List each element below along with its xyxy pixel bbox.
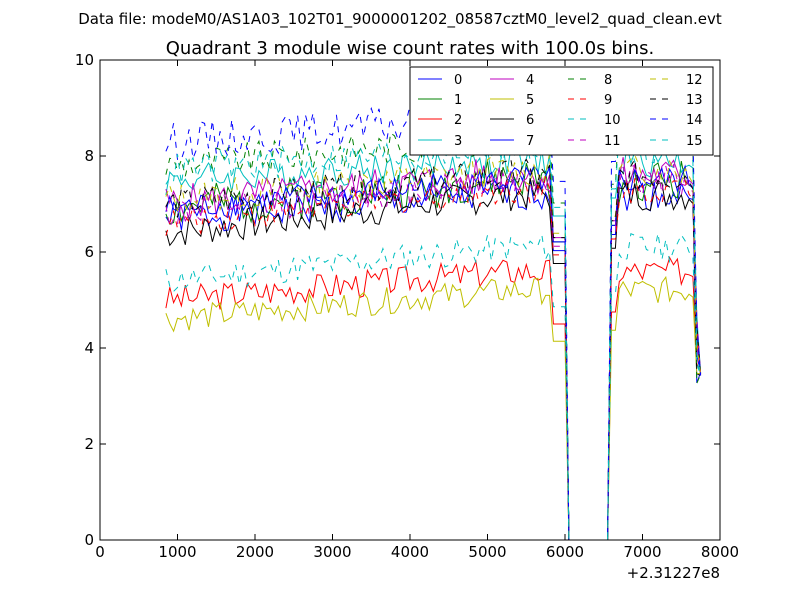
series-line-11 — [165, 164, 702, 540]
legend-label-4: 4 — [526, 73, 534, 88]
legend-label-8: 8 — [604, 73, 612, 88]
y-tick-label: 0 — [84, 531, 94, 549]
legend-label-6: 6 — [526, 113, 534, 128]
legend-label-1: 1 — [454, 93, 462, 108]
series-line-10 — [165, 232, 702, 540]
series-line-14 — [165, 96, 702, 540]
series-line-0 — [165, 176, 702, 540]
x-tick-label: 1000 — [158, 543, 196, 561]
series-layer — [165, 96, 702, 540]
x-tick-label: 3000 — [313, 543, 351, 561]
legend-label-9: 9 — [604, 93, 612, 108]
legend-label-5: 5 — [526, 93, 534, 108]
y-tick-label: 8 — [84, 147, 94, 165]
x-tick-label: 2000 — [236, 543, 274, 561]
suptitle: Data file: modeM0/AS1A03_102T01_90000012… — [78, 10, 722, 29]
y-tick-label: 10 — [75, 51, 94, 69]
y-tick-label: 6 — [84, 243, 94, 261]
y-tick-label: 4 — [84, 339, 94, 357]
legend-label-11: 11 — [604, 134, 621, 149]
x-tick-label: 5000 — [468, 543, 506, 561]
x-tick-label: 0 — [95, 543, 105, 561]
legend-label-14: 14 — [686, 113, 703, 128]
legend-label-3: 3 — [454, 134, 462, 149]
legend-label-12: 12 — [686, 73, 703, 88]
series-line-5 — [165, 275, 701, 540]
x-tick-label: 4000 — [391, 543, 429, 561]
series-line-2 — [165, 256, 702, 540]
series-line-9 — [165, 175, 702, 540]
chart-title: Quadrant 3 module wise count rates with … — [166, 38, 655, 59]
legend-label-7: 7 — [526, 134, 534, 149]
legend-label-15: 15 — [686, 134, 703, 149]
x-tick-label: 7000 — [623, 543, 661, 561]
x-offset-label: +2.31227e8 — [627, 564, 720, 582]
legend-label-13: 13 — [686, 93, 703, 108]
x-tick-label: 6000 — [546, 543, 584, 561]
legend-label-2: 2 — [454, 113, 462, 128]
legend-label-0: 0 — [454, 73, 462, 88]
series-line-6 — [165, 177, 702, 540]
y-tick-label: 2 — [84, 435, 94, 453]
series-line-15 — [165, 130, 702, 540]
x-tick-label: 8000 — [701, 543, 739, 561]
legend-label-10: 10 — [604, 113, 621, 128]
